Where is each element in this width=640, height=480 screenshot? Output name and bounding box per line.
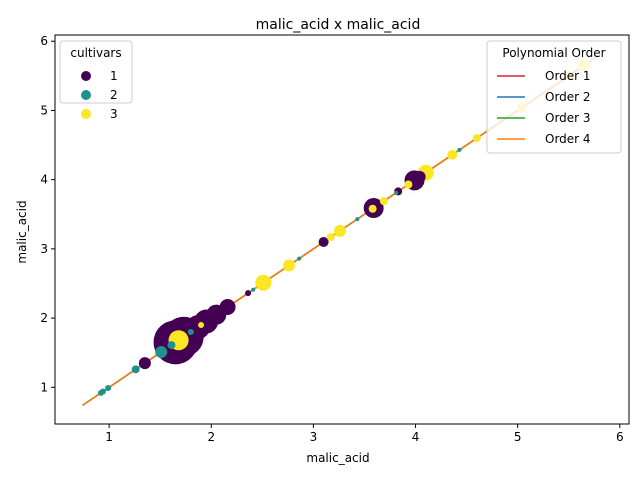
data-point-cultivar-2-11 xyxy=(457,147,462,152)
y-tick-label: 4 xyxy=(40,173,48,187)
data-point-cultivar-2-8 xyxy=(297,256,302,261)
cultivar-legend-marker-2 xyxy=(81,90,91,100)
cultivar-legend-marker-1 xyxy=(81,71,91,81)
x-tick-label: 4 xyxy=(412,430,420,444)
data-point-cultivar-2-2 xyxy=(105,385,112,392)
data-point-cultivar-3-3 xyxy=(282,259,295,272)
cultivar-legend-label-1: 1 xyxy=(110,69,118,83)
data-point-cultivar-1-9 xyxy=(318,236,329,247)
y-tick-label: 6 xyxy=(40,34,48,48)
data-point-cultivar-2-6 xyxy=(187,328,194,335)
data-point-cultivar-3-8 xyxy=(404,180,413,189)
x-tick-label: 6 xyxy=(616,430,624,444)
data-point-cultivar-1-8 xyxy=(245,290,252,297)
data-point-cultivar-2-10 xyxy=(394,190,399,195)
data-point-cultivar-2-1 xyxy=(100,388,107,395)
polynomial-legend-label-2: Order 2 xyxy=(545,90,591,104)
polynomial-order-legend: Polynomial Order Order 1 Order 2 Order 3 Or… xyxy=(486,40,622,154)
polynomial-legend-label-3: Order 3 xyxy=(545,111,591,125)
y-tick-label: 1 xyxy=(40,380,48,394)
cultivar-legend-label-2: 2 xyxy=(110,88,118,102)
y-tick-label: 3 xyxy=(40,242,48,256)
data-point-cultivar-2-5 xyxy=(167,341,176,350)
cultivar-legend-marker-3 xyxy=(81,109,91,119)
x-tick-label: 5 xyxy=(514,430,522,444)
cultivars-legend-title: cultivars xyxy=(70,46,121,60)
data-point-cultivar-1-13 xyxy=(413,170,426,183)
data-point-cultivar-2-7 xyxy=(251,287,256,292)
data-point-cultivar-3-5 xyxy=(333,224,346,237)
x-tick-label: 1 xyxy=(105,430,113,444)
data-point-cultivar-2-4 xyxy=(155,346,168,359)
axes-frame xyxy=(54,34,630,425)
data-point-cultivar-3-2 xyxy=(255,274,272,291)
data-point-cultivar-2-3 xyxy=(131,365,140,374)
data-point-cultivar-3-1 xyxy=(198,322,205,329)
x-tick-label: 2 xyxy=(207,430,215,444)
chart-title: malic_acid x malic_acid xyxy=(256,17,421,33)
data-point-cultivar-3-10 xyxy=(447,149,458,160)
data-point-cultivar-3-4 xyxy=(326,233,335,242)
polynomial-legend-frame xyxy=(486,40,622,154)
polynomial-legend-label-4: Order 4 xyxy=(545,132,591,146)
data-point-cultivar-3-11 xyxy=(472,134,481,143)
data-point-cultivar-3-6 xyxy=(368,204,377,213)
data-point-cultivar-3-7 xyxy=(379,197,388,206)
y-tick-label: 2 xyxy=(40,311,48,325)
polynomial-legend-label-1: Order 1 xyxy=(545,69,591,83)
data-point-cultivar-1-0 xyxy=(138,357,151,370)
cultivars-legend: cultivars 1 2 3 xyxy=(59,40,133,121)
x-axis-label: malic_acid xyxy=(306,451,369,465)
y-axis: 1 2 3 4 5 6 xyxy=(40,34,55,394)
data-point-cultivar-1-7 xyxy=(219,299,236,316)
data-point-cultivar-2-9 xyxy=(355,217,360,222)
y-axis-label: malic_acid xyxy=(15,200,29,263)
x-axis: 1 2 3 4 5 6 xyxy=(105,424,624,444)
data-points xyxy=(97,59,591,396)
y-tick-label: 5 xyxy=(40,103,48,117)
polynomial-legend-title: Polynomial Order xyxy=(502,46,605,60)
cultivars-legend-frame xyxy=(59,40,133,104)
x-tick-label: 3 xyxy=(310,430,318,444)
cultivar-legend-label-3: 3 xyxy=(110,107,118,121)
